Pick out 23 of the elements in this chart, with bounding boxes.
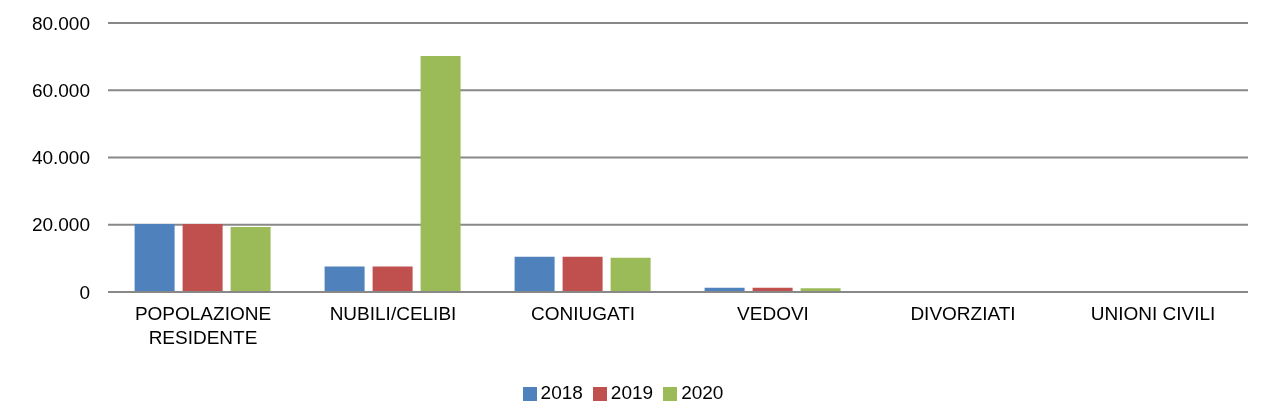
x-tick-label: UNIONI CIVILI: [1090, 303, 1216, 324]
x-tick-label: NUBILI/CELIBI: [329, 303, 457, 324]
bar: [134, 224, 175, 292]
y-tick-label: 60.000: [31, 80, 90, 101]
legend-label: 2019: [610, 382, 654, 403]
bar: [372, 266, 413, 292]
legend-label: 2018: [540, 382, 583, 403]
bar: [420, 55, 461, 292]
bar: [182, 224, 223, 292]
y-tick-label: 40.000: [31, 147, 90, 169]
bar: [514, 256, 555, 292]
x-tick-label: POPOLAZIONE RESIDENTE: [134, 303, 272, 348]
bar: [562, 256, 603, 292]
y-tick-label: 0: [79, 281, 90, 303]
y-tick-label: 20.000: [31, 214, 90, 236]
bar: [324, 266, 365, 292]
legend-label: 2020: [681, 382, 724, 403]
bar: [610, 257, 651, 292]
y-tick-label: 80.000: [31, 12, 90, 34]
bar: [230, 227, 271, 292]
x-tick-label: VEDOVI: [737, 303, 809, 324]
x-tick-label: DIVORZIATI: [910, 303, 1016, 324]
x-tick-label: CONIUGATI: [530, 303, 636, 324]
